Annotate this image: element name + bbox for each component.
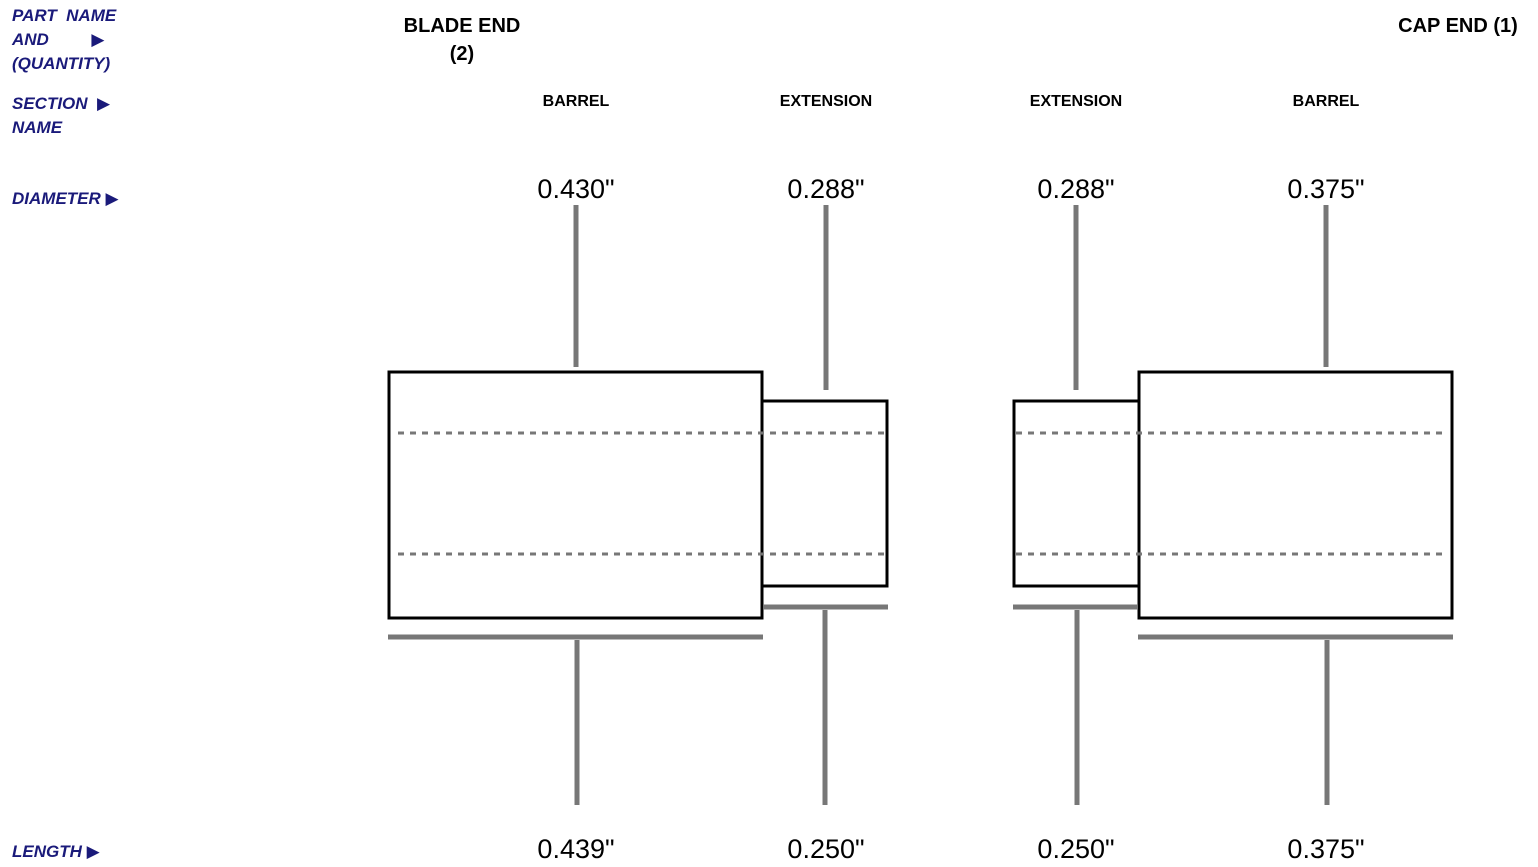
length-row-label: LENGTH ▶ <box>12 842 100 861</box>
length-value-extension-cap: 0.250" <box>1037 834 1115 864</box>
blade-end-part-name: BLADE END (2) <box>403 15 521 65</box>
diameter-value-barrel-blade: 0.430" <box>537 174 615 204</box>
cap-extension-body <box>1012 399 1141 588</box>
diameter-value-barrel-cap: 0.375" <box>1287 174 1365 204</box>
blade-barrel-body <box>387 370 764 620</box>
section-name-extension-cap: EXTENSION <box>1029 93 1123 110</box>
section-name-extension-blade: EXTENSION <box>779 93 873 110</box>
diameter-row-label: DIAMETER ▶ <box>12 189 119 208</box>
length-value-barrel-blade: 0.439" <box>537 834 615 864</box>
length-value-extension-blade: 0.250" <box>787 834 865 864</box>
diameter-value-extension-cap: 0.288" <box>1037 174 1115 204</box>
cap-end-part-name: CAP END (1) <box>1398 15 1518 37</box>
cap-barrel-body <box>1137 370 1454 620</box>
part-name-row-label: PART NAME AND ▶ (QUANTITY) <box>12 6 117 73</box>
section-name-barrel-blade: BARREL <box>542 93 610 110</box>
blade-extension-body <box>760 399 889 588</box>
diameter-value-extension-blade: 0.288" <box>787 174 865 204</box>
section-name-barrel-cap: BARREL <box>1292 93 1360 110</box>
length-value-barrel-cap: 0.375" <box>1287 834 1365 864</box>
section-name-row-label: SECTION ▶ NAME <box>12 94 111 137</box>
